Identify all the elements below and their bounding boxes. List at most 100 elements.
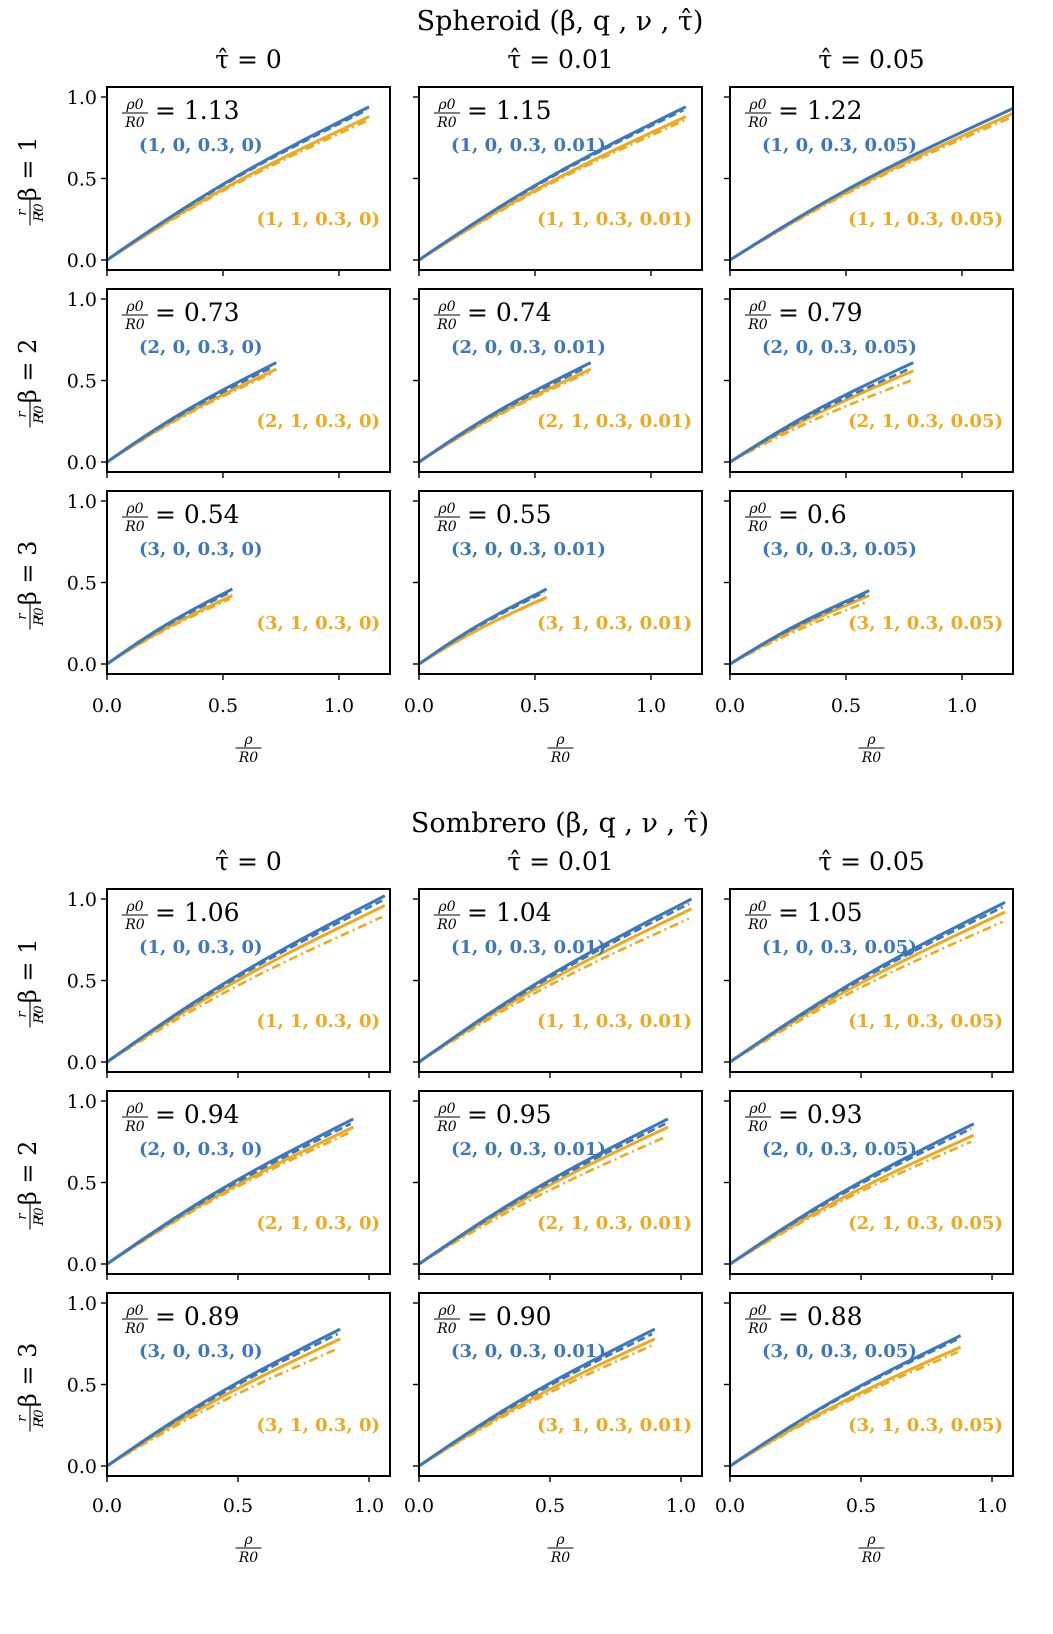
ratio-value: = 1.15 — [467, 96, 552, 125]
row-label-fraction-den: R0 — [32, 1207, 47, 1226]
y-tick-label: 0.0 — [67, 1456, 97, 1478]
ratio-fraction-den: R0 — [124, 1119, 145, 1135]
row-label-fraction-num: r — [15, 1415, 30, 1422]
ratio-fraction-num: ρ0 — [437, 1101, 455, 1117]
row-label-text: , β = 1 — [14, 137, 42, 217]
panel-frame — [418, 1090, 703, 1275]
panel-frame — [106, 86, 391, 271]
panel-frame — [418, 490, 703, 675]
series-line — [418, 115, 687, 262]
row-label-fraction: r R0 — [15, 1001, 47, 1028]
series-label-orange: (2, 1, 0.3, 0.05) — [848, 1213, 1003, 1234]
row-label-text: , β = 3 — [14, 541, 42, 621]
row-label-fraction: r R0 — [15, 1405, 47, 1432]
series-label-orange: (1, 1, 0.3, 0) — [256, 209, 380, 230]
x-tick-label: 0.0 — [404, 1495, 434, 1517]
series-label-blue: (3, 0, 0.3, 0.05) — [762, 539, 917, 560]
ratio-fraction-den: R0 — [124, 1321, 145, 1337]
ratio-fraction-den: R0 — [436, 317, 457, 333]
series-line — [729, 107, 1014, 262]
x-tick-label: 0.5 — [223, 1495, 253, 1517]
ratio-value: = 0.89 — [155, 1302, 240, 1331]
y-tick-label: 0.5 — [67, 573, 97, 595]
series-label-blue: (1, 0, 0.3, 0.01) — [451, 135, 606, 156]
x-tick-label: 0.0 — [404, 695, 434, 717]
panel-frame — [729, 888, 1014, 1073]
row-label: r R0, β = 3 — [14, 541, 47, 630]
y-tick-label: 1.0 — [67, 1293, 97, 1315]
x-tick-label: 0.0 — [715, 695, 745, 717]
x-axis-label: ρ R0 — [858, 732, 885, 766]
series-line — [418, 907, 693, 1064]
ratio-fraction-num: ρ0 — [748, 1303, 766, 1319]
series-label-orange: (1, 1, 0.3, 0.05) — [848, 1011, 1003, 1032]
series-label-orange: (3, 1, 0.3, 0) — [256, 613, 380, 634]
series-line — [729, 1350, 959, 1468]
series-line — [729, 600, 868, 666]
column-title: τ̂ = 0.01 — [507, 45, 613, 74]
column-title: τ̂ = 0.05 — [818, 45, 924, 74]
series-line — [106, 915, 383, 1064]
series-label-orange: (2, 1, 0.3, 0.01) — [537, 411, 692, 432]
series-label-blue: (2, 0, 0.3, 0.05) — [762, 337, 917, 358]
series-line — [106, 1332, 339, 1468]
series-label-orange: (2, 1, 0.3, 0) — [256, 411, 380, 432]
x-tick-label: 1.0 — [947, 695, 977, 717]
x-axis-label: ρ R0 — [547, 732, 574, 766]
series-label-blue: (2, 0, 0.3, 0.01) — [451, 337, 606, 358]
y-tick-label: 0.0 — [67, 1254, 97, 1276]
row-label-fraction-num: r — [15, 613, 30, 620]
x-tick-label: 0.5 — [831, 695, 861, 717]
ratio-fraction-den: R0 — [747, 917, 768, 933]
row-label-fraction-num: r — [15, 209, 30, 216]
series-line — [418, 595, 548, 666]
ratio-fraction-num: ρ0 — [437, 899, 455, 915]
x-tick-label: 0.5 — [520, 695, 550, 717]
row-label-fraction-den: R0 — [32, 607, 47, 626]
row-label: r R0, β = 1 — [14, 939, 47, 1028]
ratio-fraction-num: ρ0 — [748, 1101, 766, 1117]
ratio-fraction-num: ρ0 — [125, 97, 143, 113]
ratio-fraction-den: R0 — [747, 115, 768, 131]
column-title: τ̂ = 0.05 — [818, 847, 924, 876]
x-tick-label: 1.0 — [666, 1495, 696, 1517]
section-title: Sombrero (β, q , ν , τ̂) — [411, 808, 709, 839]
series-line — [106, 1347, 339, 1468]
series-label-orange: (3, 1, 0.3, 0.05) — [848, 1415, 1003, 1436]
series-line — [418, 1332, 653, 1468]
x-tick-label: 1.0 — [354, 1495, 384, 1517]
series-line — [729, 361, 914, 464]
series-label-orange: (3, 1, 0.3, 0.01) — [537, 1415, 692, 1436]
series-label-orange: (1, 1, 0.3, 0.01) — [537, 209, 692, 230]
x-tick-label: 0.0 — [92, 1495, 122, 1517]
row-label-text: , β = 1 — [14, 939, 42, 1019]
row-label: r R0, β = 1 — [14, 137, 47, 226]
series-line — [106, 1117, 354, 1266]
ratio-fraction-num: ρ0 — [125, 899, 143, 915]
series-label-blue: (1, 0, 0.3, 0.01) — [451, 937, 606, 958]
ratio-value: = 0.6 — [778, 500, 847, 529]
row-label-text: , β = 2 — [14, 1141, 42, 1221]
x-axis-label: ρ R0 — [858, 1532, 885, 1566]
series-label-blue: (2, 0, 0.3, 0.05) — [762, 1139, 917, 1160]
column-title: τ̂ = 0 — [215, 847, 282, 876]
y-tick-label: 0.0 — [67, 250, 97, 272]
row-label-fraction-den: R0 — [32, 405, 47, 424]
x-axis-label-num: ρ — [243, 732, 253, 748]
series-line — [729, 920, 1004, 1064]
panel-frame — [106, 490, 391, 675]
x-axis-label: ρ R0 — [547, 1532, 574, 1566]
x-tick-label: 1.0 — [636, 695, 666, 717]
ratio-fraction-den: R0 — [124, 317, 145, 333]
row-label-fraction-num: r — [15, 1011, 30, 1018]
series-label-blue: (1, 0, 0.3, 0) — [139, 135, 263, 156]
